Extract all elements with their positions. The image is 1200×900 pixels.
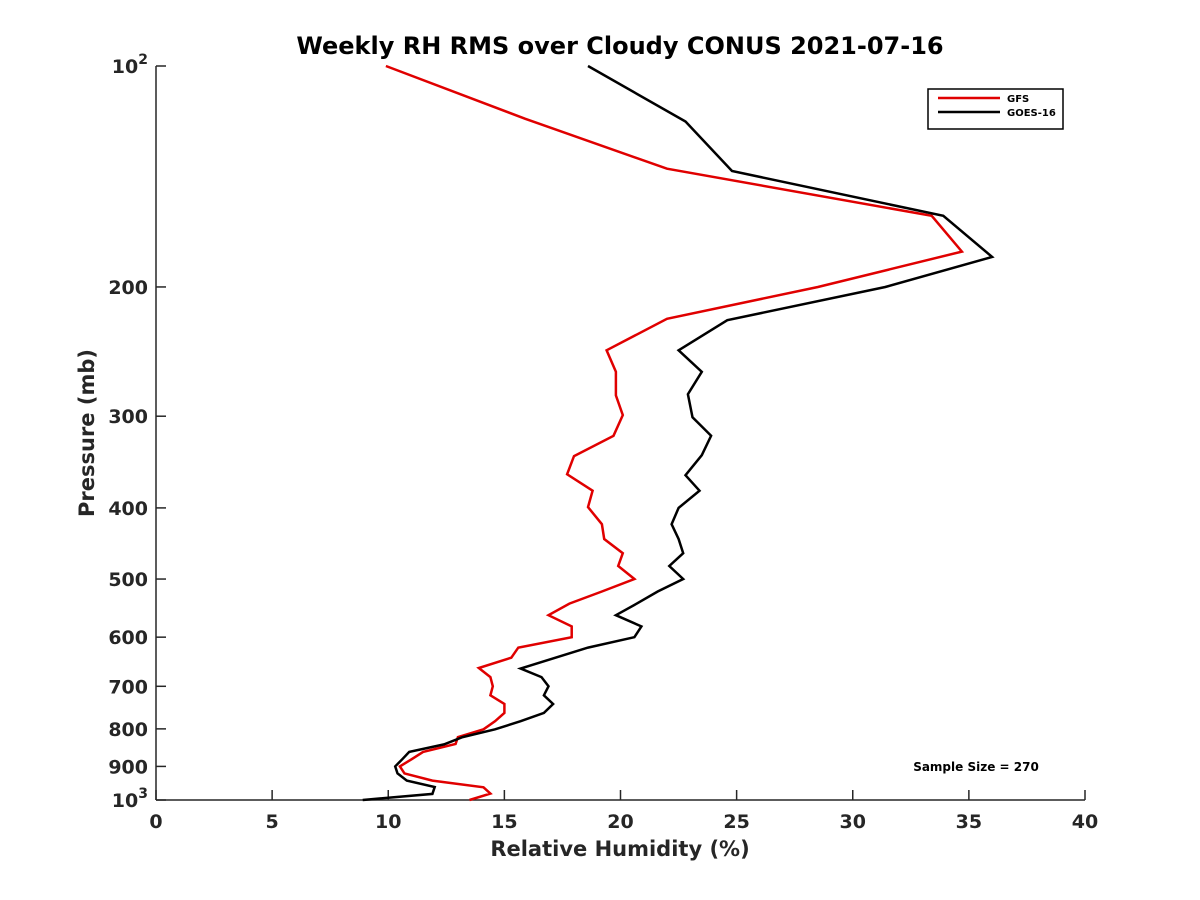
x-tick-label: 40	[1072, 811, 1098, 833]
y-tick-label: 800	[108, 719, 148, 741]
plot-area: 0 5 10 15 20 25 30 35 40 102 200 300 400 500 600 700 800…	[108, 52, 1098, 833]
x-tick-label: 30	[840, 811, 866, 833]
y-tick-label: 600	[108, 627, 148, 649]
y-tick-label: 500	[108, 569, 148, 591]
y-tick-label: 400	[108, 498, 148, 520]
y-tick-label: 102	[112, 52, 148, 78]
x-tick-label: 35	[956, 811, 982, 833]
x-tick-label: 20	[607, 811, 633, 833]
legend: GFS GOES-16	[927, 88, 1064, 130]
y-tick-label: 200	[108, 277, 148, 299]
y-tick-label: 103	[112, 786, 148, 812]
y-tick-label: 700	[108, 676, 148, 698]
series-line-gfs	[385, 64, 965, 802]
sample-size-annotation: Sample Size = 270	[913, 760, 1039, 774]
y-axis-title: Pressure (mb)	[75, 349, 99, 517]
x-tick-label: 25	[723, 811, 749, 833]
x-tick-label: 10	[375, 811, 401, 833]
x-tick-label: 5	[266, 811, 279, 833]
x-tick-label: 15	[491, 811, 517, 833]
legend-label: GOES-16	[1007, 108, 1056, 119]
legend-label: GFS	[1007, 94, 1029, 105]
x-tick-label: 0	[149, 811, 162, 833]
series-line-goes-16	[362, 64, 995, 802]
y-tick-label: 300	[108, 406, 148, 428]
chart-title: Weekly RH RMS over Cloudy CONUS 2021-07-…	[296, 32, 943, 60]
x-axis-title: Relative Humidity (%)	[490, 837, 749, 861]
y-tick-label: 900	[108, 756, 148, 778]
legend-box	[927, 88, 1064, 130]
